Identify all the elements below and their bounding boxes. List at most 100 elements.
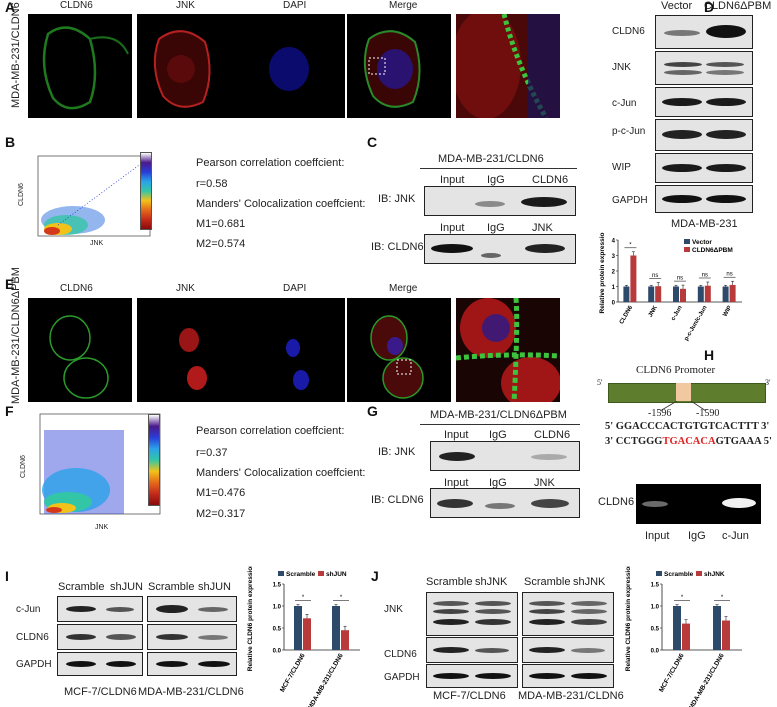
panel-d-cell-line: MDA-MB-231 xyxy=(671,218,738,230)
category-label: MDA-MB-231/CLDN6 xyxy=(307,652,345,707)
panel-f-colorbar xyxy=(148,414,160,506)
panel-letter-j: J xyxy=(371,568,379,584)
panel-g-title-line xyxy=(420,424,580,425)
panel-i-right-blot-gapdh xyxy=(147,652,237,676)
panel-d-protein-wip: WIP xyxy=(612,162,631,173)
panel-b-pearson-title: Pearson correlation coeffcient: xyxy=(196,157,345,169)
bar xyxy=(722,620,730,650)
legend-swatch xyxy=(656,571,662,576)
panel-g-blot-2 xyxy=(430,488,580,518)
significance-label: * xyxy=(721,595,724,601)
panel-c-row2-igg: IgG xyxy=(487,222,505,234)
category-label: c-Jun xyxy=(671,305,684,322)
panel-d-protein-cldn6: CLDN6 xyxy=(612,26,645,37)
panel-c-row2-input: Input xyxy=(440,222,465,234)
category-label: MCF-7/CLDN6 xyxy=(279,652,307,693)
bar xyxy=(332,606,340,650)
panel-letter-h: H xyxy=(704,347,715,363)
bar xyxy=(623,286,630,302)
panel-h-lane-igg: IgG xyxy=(688,530,706,542)
panel-e-channel-jnk: JNK xyxy=(176,283,195,294)
panel-j-left-lane-shjnk: shJNK xyxy=(475,576,508,588)
legend-label: shJUN xyxy=(326,571,347,578)
bar xyxy=(704,285,711,302)
category-label: CLDN6 xyxy=(619,304,635,325)
y-tick-label: 0.5 xyxy=(651,627,660,633)
panel-letter-b: B xyxy=(5,134,16,150)
bar xyxy=(673,286,679,302)
panel-g-row1-cldn6: CLDN6 xyxy=(534,429,571,441)
panel-i-left-blot-cjun xyxy=(57,596,143,622)
panel-j-right-cell: MDA-MB-231/CLDN6 xyxy=(518,690,624,702)
panel-d-blot-wip xyxy=(655,153,753,183)
panel-g-row2-igg: IgG xyxy=(489,477,507,489)
panel-b-scatter xyxy=(18,150,156,250)
panel-e-zoom-image xyxy=(456,298,560,402)
significance-label: ns xyxy=(677,276,683,282)
panel-h-title: CLDN6 Promoter xyxy=(636,364,716,376)
category-label: WIP xyxy=(722,305,733,318)
bar xyxy=(648,286,655,302)
panel-a-dapi-image xyxy=(241,14,345,118)
category-label: p-c-Jun/c-Jun xyxy=(684,305,709,342)
panel-i-right-lane-scramble: Scramble xyxy=(148,581,195,593)
panel-d-protein-pcjun: p-c-Jun xyxy=(612,126,646,137)
panel-h-seq2-post: GTGAAA 5' xyxy=(715,436,772,447)
panel-j-right-lane-scramble: Scramble xyxy=(524,576,571,588)
panel-c-row1-input: Input xyxy=(440,174,465,186)
panel-e-jnk-image xyxy=(137,298,241,402)
panel-f-scatter xyxy=(18,410,168,530)
panel-i-left-blot-cldn6 xyxy=(57,624,143,650)
significance-label: * xyxy=(340,595,343,601)
y-axis-title: Relative CLDN6 protein expression xyxy=(247,566,254,671)
legend-swatch xyxy=(278,571,284,576)
bar xyxy=(294,606,302,650)
panel-g-row1-input: Input xyxy=(444,429,469,441)
bar xyxy=(303,618,311,650)
panel-f-ylabel: CLDN6 xyxy=(20,455,27,478)
y-tick-label: 3 xyxy=(612,254,616,260)
panel-a-cldn6-image xyxy=(28,14,132,118)
y-tick-label: 4 xyxy=(612,239,616,245)
panel-h-binding-site xyxy=(676,383,691,401)
panel-letter-a: A xyxy=(5,0,16,15)
panel-j-protein-gapdh: GAPDH xyxy=(384,672,420,683)
y-tick-label: 1.0 xyxy=(273,605,282,611)
bar xyxy=(673,606,681,650)
panel-i-right-blot-cldn6 xyxy=(147,624,237,650)
y-tick-label: 1.0 xyxy=(651,605,660,611)
panel-e-channel-dapi: DAPI xyxy=(283,283,307,294)
panel-j-right-blot-cldn6 xyxy=(522,637,614,663)
panel-c-row2-label: IB: CLDN6 xyxy=(371,241,424,253)
panel-d-blot-cjun xyxy=(655,87,753,117)
bar xyxy=(680,288,686,302)
legend-swatch xyxy=(684,239,690,244)
panel-letter-i: I xyxy=(5,568,9,584)
significance-label: * xyxy=(629,242,632,248)
panel-h-pos1: -1596 xyxy=(648,408,672,419)
significance-label: * xyxy=(302,595,305,601)
panel-j-protein-cldn6: CLDN6 xyxy=(384,649,417,660)
panel-g-row2-input: Input xyxy=(444,477,469,489)
panel-j-left-blot-jnk xyxy=(426,592,518,636)
panel-f-manders-title: Manders' Colocalization coeffcient: xyxy=(196,467,366,479)
panel-h-lane-input: Input xyxy=(645,530,670,542)
panel-h-site-lines xyxy=(659,401,707,412)
panel-c-title: MDA-MB-231/CLDN6 xyxy=(438,153,544,165)
panel-i-left-lane-scramble: Scramble xyxy=(58,581,105,593)
panel-g-row2-label: IB: CLDN6 xyxy=(371,494,424,506)
panel-b-xlabel: JNK xyxy=(90,240,104,247)
panel-a-channel-dapi: DAPI xyxy=(283,0,307,11)
panel-b-m2: M2=0.574 xyxy=(196,238,246,250)
panel-c-row1-igg: IgG xyxy=(487,174,505,186)
panel-b-ylabel: CLDN6 xyxy=(18,183,25,206)
panel-e-dapi-image xyxy=(241,298,345,402)
legend-label: shJNK xyxy=(704,571,725,578)
panel-a-channel-cldn6: CLDN6 xyxy=(60,0,93,11)
legend-label: Vector xyxy=(692,239,712,246)
panel-a-jnk-image xyxy=(137,14,241,118)
panel-j-left-blot-gapdh xyxy=(426,664,518,688)
panel-i-right-lane-shjun: shJUN xyxy=(198,581,232,593)
panel-h-seq2-pre: 3' CCTGGG xyxy=(605,436,663,447)
bar xyxy=(697,286,704,302)
